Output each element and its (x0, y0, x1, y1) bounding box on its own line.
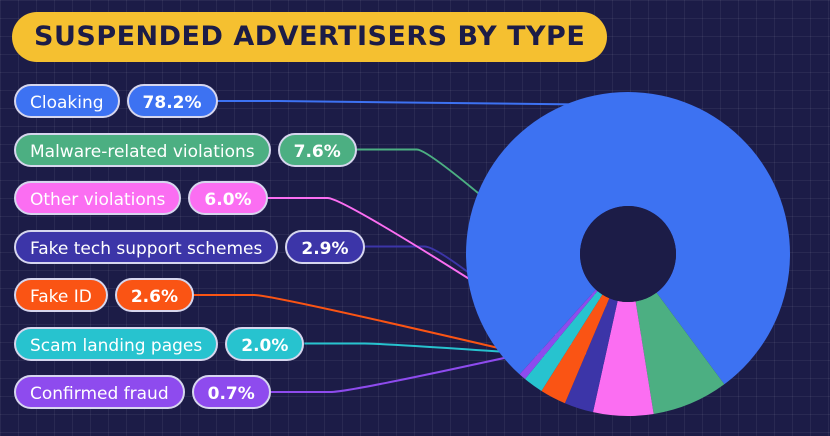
legend-value-scam-landing: 2.0% (225, 326, 305, 361)
legend-label-fake-tech-support: Fake tech support schemes (14, 229, 279, 264)
slice-scam-landing (524, 291, 603, 391)
slice-fake-id (541, 294, 610, 404)
legend-label-scam-landing: Scam landing pages (14, 326, 219, 361)
connector-fake-id (194, 294, 571, 366)
legend-label-malware: Malware-related violations (14, 132, 271, 167)
legend-label-fake-id: Fake ID (14, 278, 108, 312)
legend-label-other-violations: Other violations (14, 181, 182, 215)
legend-value-fake-id: 2.6% (114, 278, 194, 312)
legend-value-fake-tech-support: 2.9% (285, 229, 365, 264)
legend-value-confirmed-fraud: 0.7% (191, 375, 271, 409)
legend-label-confirmed-fraud: Confirmed fraud (14, 375, 185, 409)
slice-confirmed-fraud (519, 289, 598, 380)
connector-confirmed-fraud (270, 347, 547, 393)
chart-title: SUSPENDED ADVERTISERS BY TYPE (12, 12, 608, 62)
donut-hole (580, 206, 676, 302)
legend-value-other-violations: 6.0% (188, 181, 268, 215)
legend-label-cloaking: Cloaking (14, 84, 120, 118)
slice-cloaking (466, 92, 790, 385)
slice-malware (635, 292, 725, 414)
slice-fake-tech-support (564, 298, 618, 413)
slice-other-violations (592, 300, 654, 416)
legend-value-cloaking: 78.2% (126, 84, 218, 118)
connector-cloaking (217, 100, 636, 107)
legend-value-malware: 7.6% (277, 132, 357, 167)
